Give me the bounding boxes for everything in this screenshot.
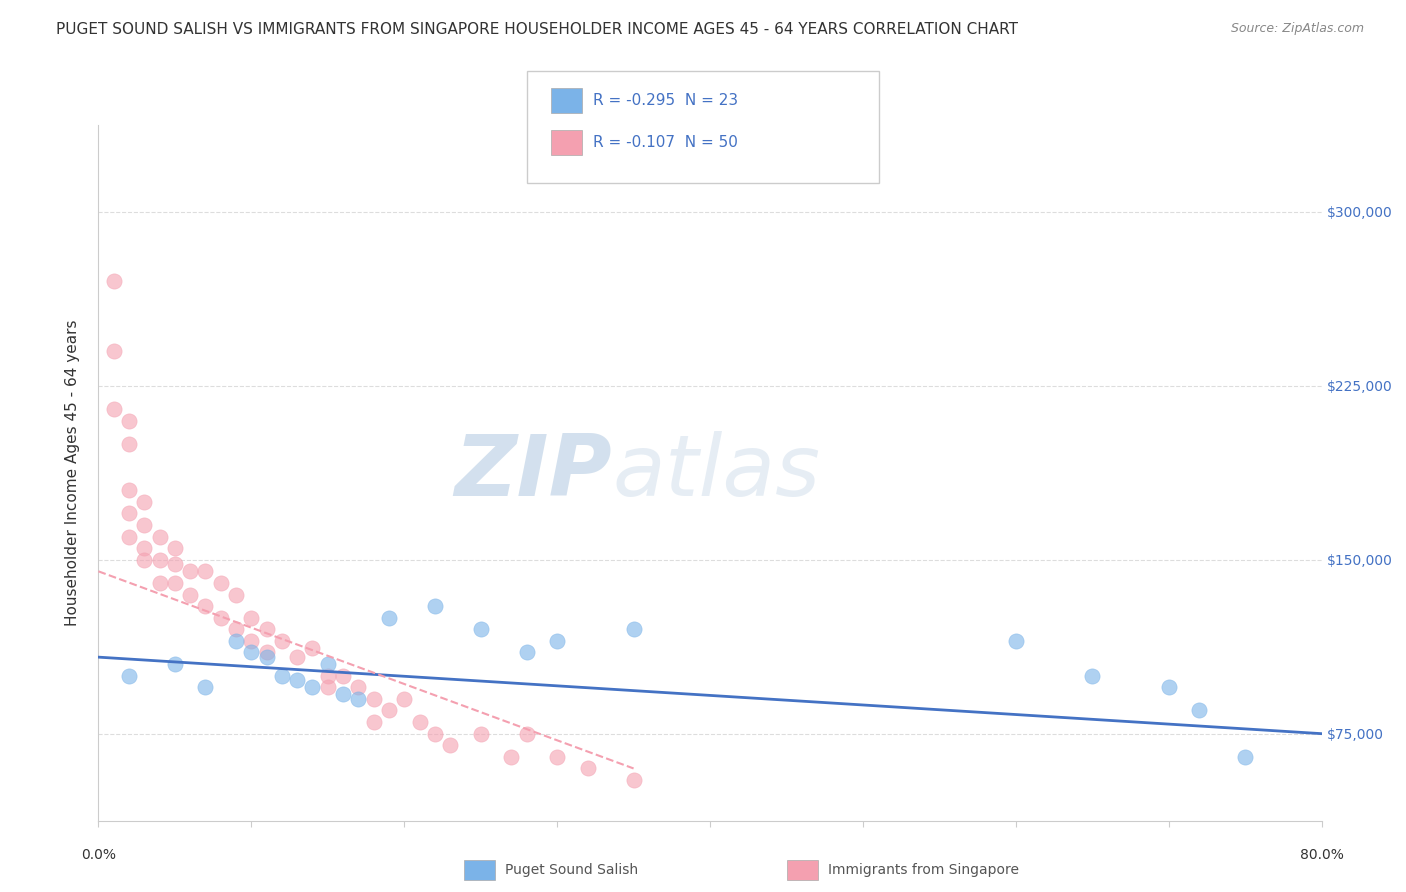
Point (1004, 633, 1026, 648)
Point (163, 576, 186, 591)
Point (225, 588, 247, 602)
Point (347, 692, 370, 706)
Point (301, 640, 323, 655)
Text: R = -0.295  N = 23: R = -0.295 N = 23 (593, 94, 738, 108)
Point (149, 530, 172, 544)
Point (363, 692, 385, 706)
Point (240, 633, 263, 648)
Point (179, 588, 201, 602)
Point (194, 565, 217, 579)
Point (118, 483, 141, 498)
Point (256, 646, 278, 660)
Point (316, 680, 339, 694)
Point (118, 669, 141, 683)
Text: Puget Sound Salish: Puget Sound Salish (505, 863, 638, 877)
Text: Source: ZipAtlas.com: Source: ZipAtlas.com (1230, 22, 1364, 36)
Point (118, 507, 141, 521)
Point (623, 772, 645, 788)
Point (103, 275, 125, 289)
Point (546, 749, 568, 764)
Point (179, 565, 201, 579)
Point (270, 669, 292, 683)
Point (316, 669, 339, 683)
Point (470, 623, 492, 637)
Point (501, 749, 523, 764)
Point (118, 530, 141, 544)
Point (439, 739, 461, 753)
Point (209, 576, 232, 591)
Point (378, 611, 401, 625)
Point (408, 715, 430, 730)
Point (225, 633, 247, 648)
Point (256, 650, 278, 665)
Point (256, 623, 278, 637)
Point (149, 576, 172, 591)
Point (1188, 703, 1211, 717)
Point (423, 726, 446, 740)
Y-axis label: Householder Income Ages 45 - 64 years: Householder Income Ages 45 - 64 years (65, 319, 80, 626)
Point (516, 726, 538, 740)
Point (103, 401, 125, 416)
Point (225, 623, 247, 637)
Point (194, 680, 217, 694)
Point (392, 692, 416, 706)
Point (270, 633, 292, 648)
Point (118, 414, 141, 428)
Point (285, 673, 308, 688)
Text: R = -0.107  N = 50: R = -0.107 N = 50 (593, 136, 738, 150)
Point (240, 646, 263, 660)
Point (209, 611, 232, 625)
Point (118, 437, 141, 451)
Point (332, 687, 354, 701)
Point (378, 703, 401, 717)
Point (470, 726, 492, 740)
Point (149, 552, 172, 567)
Point (134, 552, 156, 567)
Text: Immigrants from Singapore: Immigrants from Singapore (828, 863, 1019, 877)
Point (1081, 669, 1104, 683)
Text: 80.0%: 80.0% (1299, 848, 1344, 863)
Point (576, 762, 599, 776)
Point (134, 494, 156, 508)
Point (423, 599, 446, 614)
Point (316, 657, 339, 671)
Point (332, 669, 354, 683)
Point (1157, 680, 1180, 694)
Point (285, 650, 308, 665)
Point (103, 344, 125, 359)
Point (163, 558, 186, 572)
Point (516, 646, 538, 660)
Point (1234, 749, 1257, 764)
Point (134, 517, 156, 532)
Point (134, 541, 156, 555)
Text: atlas: atlas (612, 431, 820, 515)
Point (194, 599, 217, 614)
Point (163, 541, 186, 555)
Point (347, 680, 370, 694)
Text: PUGET SOUND SALISH VS IMMIGRANTS FROM SINGAPORE HOUSEHOLDER INCOME AGES 45 - 64 : PUGET SOUND SALISH VS IMMIGRANTS FROM SI… (56, 22, 1018, 37)
Point (163, 657, 186, 671)
Point (546, 633, 568, 648)
Point (623, 623, 645, 637)
Point (301, 680, 323, 694)
Point (240, 611, 263, 625)
Text: 0.0%: 0.0% (82, 848, 115, 863)
Text: ZIP: ZIP (454, 431, 612, 515)
Point (363, 715, 385, 730)
